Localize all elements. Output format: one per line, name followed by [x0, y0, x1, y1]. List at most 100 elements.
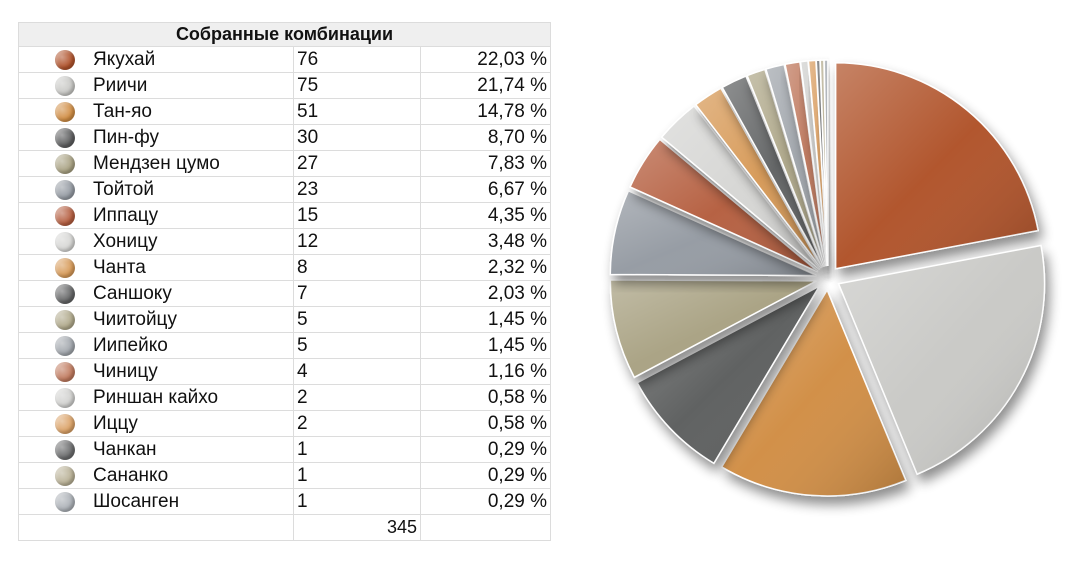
table-row: Риншан кайхо 2 0,58 %	[18, 384, 552, 411]
row-name-cell: Саншоку	[18, 280, 294, 307]
row-name: Иипейко	[93, 334, 168, 356]
pie-slice-sheen	[722, 76, 823, 268]
row-percent: 0,58 %	[419, 410, 552, 437]
row-count: 23	[293, 176, 421, 203]
row-count: 76	[293, 46, 421, 73]
legend-swatch	[55, 153, 75, 174]
legend-swatch	[55, 205, 75, 226]
row-name-cell: Иипейко	[18, 332, 294, 359]
table-row: Иппацу 15 4,35 %	[18, 202, 552, 229]
legend-swatch	[55, 361, 75, 382]
row-name: Риичи	[93, 74, 148, 96]
table-row: Чиницу 4 1,16 %	[18, 358, 552, 385]
row-percent: 6,67 %	[419, 176, 552, 203]
legend-swatch	[55, 309, 75, 330]
row-name: Иццу	[93, 412, 138, 434]
row-name-cell: Тан-яо	[18, 98, 294, 125]
row-name-cell: Пин-фу	[18, 124, 294, 151]
row-name: Хоницу	[93, 230, 158, 252]
table-row: Иипейко 5 1,45 %	[18, 332, 552, 359]
table-title: Собранные комбинации	[17, 22, 552, 47]
row-name: Риншан кайхо	[93, 386, 219, 408]
pie-slice-sheen	[785, 61, 827, 267]
table-row: Чанта 8 2,32 %	[18, 254, 552, 281]
pie-slice-sheen	[630, 139, 818, 272]
legend-swatch	[55, 75, 75, 96]
legend-swatch	[55, 231, 75, 252]
row-name: Чанкан	[93, 438, 157, 460]
table-row: Якухай 76 22,03 %	[18, 46, 552, 73]
pie-slice-sheen	[838, 245, 1045, 475]
table-row: Риичи 75 21,74 %	[18, 72, 552, 99]
row-name-cell: Тойтой	[18, 176, 294, 203]
row-percent: 0,29 %	[419, 462, 552, 489]
row-name: Якухай	[93, 48, 156, 70]
pie-slice-sheen	[721, 289, 906, 496]
legend-swatch	[55, 335, 75, 356]
legend-swatch	[55, 439, 75, 460]
table-row: Саншоку 7 2,03 %	[18, 280, 552, 307]
pie-slice-sheen	[747, 69, 825, 267]
legend-swatch	[55, 491, 75, 512]
row-count: 27	[293, 150, 421, 177]
row-count: 4	[293, 358, 421, 385]
legend-swatch	[55, 257, 75, 278]
pie-slice-sheen	[637, 286, 820, 464]
row-name-cell: Мендзен цумо	[18, 150, 294, 177]
pie-slice-sheen	[820, 60, 828, 267]
table-row: Тойтой 23 6,67 %	[18, 176, 552, 203]
row-name-cell: Чиницу	[18, 358, 294, 385]
legend-swatch	[55, 179, 75, 200]
row-name: Пин-фу	[93, 126, 160, 148]
total-count: 345	[293, 514, 421, 541]
legend-swatch	[55, 283, 75, 304]
table-row: Хоницу 12 3,48 %	[18, 228, 552, 255]
pie-chart	[609, 59, 1046, 497]
pie-slice-sheen	[824, 60, 828, 267]
row-name-cell: Шосанген	[18, 488, 294, 515]
row-percent: 1,45 %	[419, 306, 552, 333]
table-row: Чанкан 1 0,29 %	[18, 436, 552, 463]
row-count: 1	[293, 436, 421, 463]
row-percent: 8,70 %	[419, 124, 552, 151]
row-name-cell: Иппацу	[18, 202, 294, 229]
pie-slice-sheen	[765, 64, 826, 267]
row-name: Чиитойцу	[93, 308, 177, 330]
legend-swatch	[55, 465, 75, 486]
row-name-cell: Якухай	[18, 46, 294, 73]
row-count: 15	[293, 202, 421, 229]
row-percent: 2,32 %	[419, 254, 552, 281]
row-count: 1	[293, 488, 421, 515]
row-count: 1	[293, 462, 421, 489]
row-percent: 1,16 %	[419, 358, 552, 385]
table-row: Пин-фу 30 8,70 %	[18, 124, 552, 151]
table-row: Чиитойцу 5 1,45 %	[18, 306, 552, 333]
total-row: 345	[18, 514, 552, 541]
row-percent: 7,83 %	[419, 150, 552, 177]
row-name: Тойтой	[93, 178, 154, 200]
row-name-cell: Чанкан	[18, 436, 294, 463]
legend-swatch	[55, 413, 75, 434]
table-body: Якухай 76 22,03 % Риичи 75 21,74 % Тан-яо 51 14,…	[18, 46, 552, 515]
row-count: 2	[293, 410, 421, 437]
row-name-cell: Чанта	[18, 254, 294, 281]
table-row: Шосанген 1 0,29 %	[18, 488, 552, 515]
row-name: Иппацу	[93, 204, 159, 226]
pie-slice-sheen	[661, 106, 820, 270]
row-count: 8	[293, 254, 421, 281]
pie-slice-sheen	[816, 60, 828, 267]
combinations-table: Собранные комбинации Якухай 76 2 2,03 % Риич…	[17, 22, 552, 541]
row-percent: 1,45 %	[419, 332, 552, 359]
row-percent: 2,03 %	[419, 280, 552, 307]
pie-slice-sheen	[695, 88, 822, 268]
legend-swatch	[55, 387, 75, 408]
pie-slice-sheen	[610, 279, 817, 378]
row-count: 5	[293, 332, 421, 359]
row-name: Саншоку	[93, 282, 172, 304]
combinations-table-container: Собранные комбинации Якухай 76 2 2,03 % Риич…	[17, 22, 552, 541]
row-percent: 0,29 %	[419, 436, 552, 463]
row-name: Шосанген	[93, 490, 180, 512]
row-percent: 21,74 %	[419, 72, 552, 99]
row-percent: 3,48 %	[419, 228, 552, 255]
row-count: 2	[293, 384, 421, 411]
